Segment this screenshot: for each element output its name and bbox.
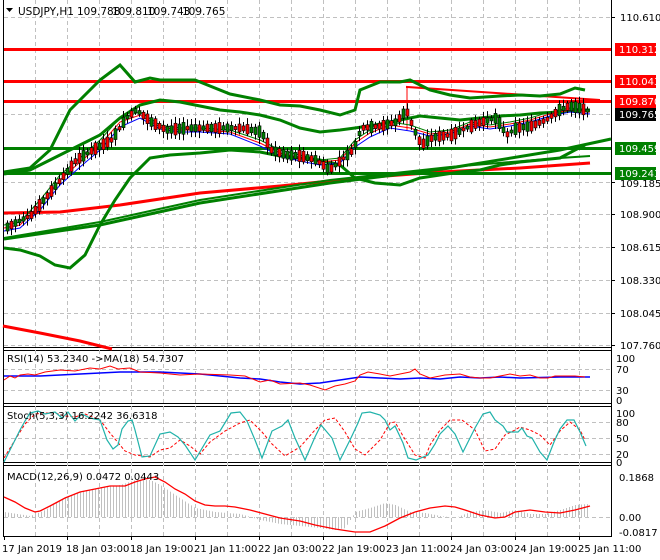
svg-text:108.330: 108.330: [620, 276, 660, 287]
rsi-label: RSI(14) 53.2340 ->MA(18) 54.7307: [7, 354, 184, 365]
svg-text:0.1868: 0.1868: [619, 473, 654, 484]
chart-header: USDJPY,H1 109.788 109.810 109.743 109.76…: [6, 6, 225, 18]
svg-text:110.312: 110.312: [619, 45, 660, 56]
svg-text:30: 30: [616, 386, 629, 397]
svg-text:109.870: 109.870: [619, 97, 660, 108]
svg-text:108.615: 108.615: [620, 243, 660, 254]
svg-text:80: 80: [616, 418, 629, 429]
svg-text:22 Jan 03:00: 22 Jan 03:00: [258, 544, 321, 555]
svg-text:110.610: 110.610: [620, 13, 660, 24]
svg-text:109.243: 109.243: [619, 169, 660, 180]
svg-text:24 Jan 19:00: 24 Jan 19:00: [514, 544, 577, 555]
red-moving-average: [3, 161, 591, 215]
red-downtrend-line: [2, 324, 113, 351]
rsi-pane: RSI(14) 53.2340 ->MA(18) 54.7307 100 70 …: [3, 354, 635, 407]
rsi-ma-line: [4, 371, 590, 385]
svg-text:100: 100: [616, 409, 635, 420]
symbol-label: USDJPY,H1: [18, 6, 74, 18]
dropdown-triangle-icon: [6, 8, 13, 12]
svg-text:21 Jan 11:00: 21 Jan 11:00: [194, 544, 257, 555]
svg-text:17 Jan 2019: 17 Jan 2019: [2, 544, 62, 555]
svg-text:0: 0: [616, 458, 622, 469]
svg-text:109.185: 109.185: [620, 179, 660, 190]
svg-text:107.760: 107.760: [620, 341, 660, 352]
bollinger-middle: [3, 98, 590, 176]
svg-text:20: 20: [616, 450, 629, 461]
open-value: 109.788: [77, 6, 120, 18]
stochastic-pane: Stoch(5,3,3) 16.2242 36.6318 100 80 50 2…: [3, 409, 635, 469]
stoch-signal-line: [3, 412, 586, 459]
macd-histogram: [5, 480, 588, 530]
macd-label: MACD(12,26,9) 0.0472 0.0443: [7, 472, 159, 483]
svg-text:23 Jan 11:00: 23 Jan 11:00: [386, 544, 449, 555]
svg-text:18 Jan 19:00: 18 Jan 19:00: [130, 544, 193, 555]
macd-signal-line: [3, 476, 591, 533]
stoch-main-line: [3, 410, 587, 463]
high-value: 109.810: [112, 6, 155, 18]
time-axis: 17 Jan 2019 18 Jan 03:00 18 Jan 19:00 21…: [2, 536, 641, 555]
svg-text:22 Jan 19:00: 22 Jan 19:00: [322, 544, 385, 555]
svg-text:50: 50: [616, 434, 629, 445]
bollinger-bands: [3, 62, 590, 270]
stoch-label: Stoch(5,3,3) 16.2242 36.6318: [7, 411, 158, 422]
svg-text:0.00: 0.00: [619, 513, 641, 524]
candlesticks: [5, 96, 590, 236]
svg-text:-0.0817: -0.0817: [619, 528, 658, 539]
trend-lines: [2, 137, 612, 351]
svg-text:100: 100: [616, 354, 635, 365]
svg-text:24 Jan 03:00: 24 Jan 03:00: [450, 544, 513, 555]
rsi-line: [3, 365, 586, 391]
price-axis: 110.610 110.312 110.043 109.870 109.765 …: [611, 13, 660, 352]
low-value: 109.743: [147, 6, 190, 18]
svg-text:70: 70: [616, 365, 629, 376]
close-value: 109.765: [182, 6, 225, 18]
svg-text:108.045: 108.045: [620, 309, 660, 320]
svg-text:18 Jan 03:00: 18 Jan 03:00: [66, 544, 129, 555]
svg-text:109.765: 109.765: [619, 110, 660, 121]
svg-text:25 Jan 11:00: 25 Jan 11:00: [578, 544, 641, 555]
svg-text:108.900: 108.900: [620, 210, 660, 221]
svg-text:110.043: 110.043: [619, 77, 660, 88]
macd-pane: MACD(12,26,9) 0.0472 0.0443 0.1868 0.00 …: [3, 472, 658, 539]
svg-text:109.459: 109.459: [619, 144, 660, 155]
svg-text:0: 0: [616, 396, 622, 407]
bollinger-upper: [3, 62, 586, 174]
